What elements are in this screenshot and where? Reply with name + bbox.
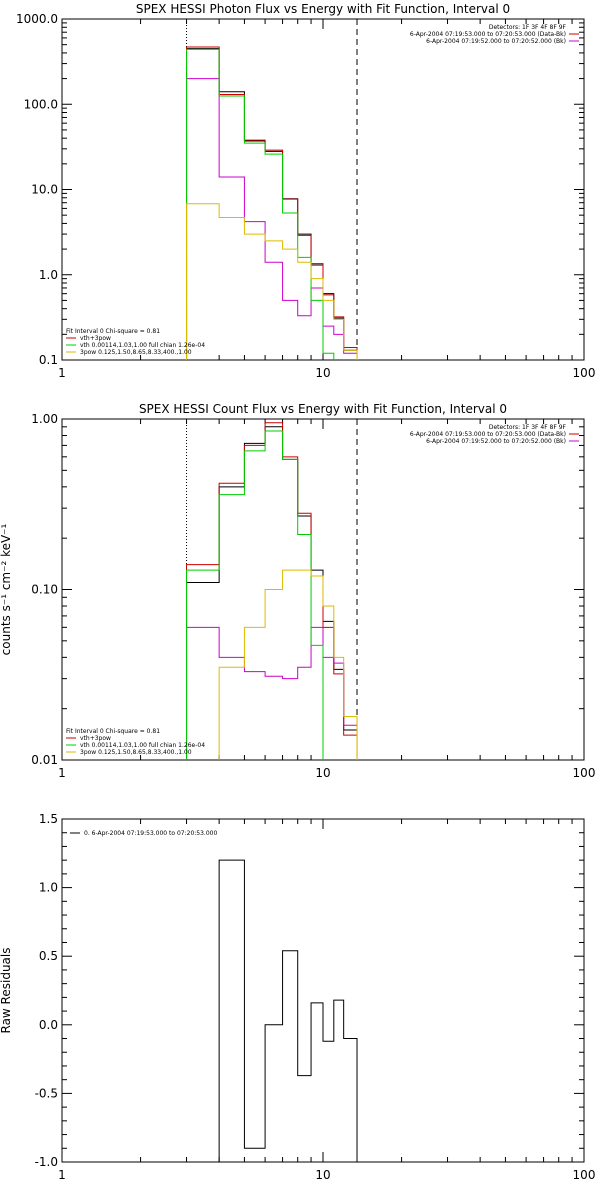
photon-legend-top-right: Detectors: 1F 3F 4F 8F 9F6-Apr-2004 07:1… bbox=[410, 24, 579, 45]
photon-y-tick-label: 1.0 bbox=[39, 268, 58, 282]
photon-y-tick-label: 100.0 bbox=[24, 97, 58, 111]
count-y-tick-label: 0.10 bbox=[31, 583, 58, 597]
resid-x-ticks bbox=[61, 819, 585, 1162]
photon-series-yellow bbox=[186, 203, 358, 360]
legend-bottom-left-text: vth+3pow bbox=[80, 335, 111, 342]
resid-y-tick-label: -1.0 bbox=[35, 1155, 58, 1169]
legend-bottom-left-text: vth 0.00114,1.03,1.00 full chian 1.26e-0… bbox=[80, 742, 205, 749]
legend-bottom-left-text: vth+3pow bbox=[80, 735, 111, 742]
resid-panel: 1 10 100 -1.0 -0.5 0.0 0.5 1.0 1.5 Raw Residuals 0… bbox=[0, 812, 595, 1182]
count-series-red bbox=[186, 422, 358, 760]
legend-top-right-text: Detectors: 1F 3F 4F 8F 9F bbox=[489, 424, 567, 431]
photon-series-black bbox=[186, 48, 358, 360]
resid-y-tick-label: 0.5 bbox=[39, 949, 58, 963]
resid-y-tick-label: 1.0 bbox=[39, 881, 58, 895]
legend-top-left-text: 0. 6-Apr-2004 07:19:53.000 to 07:20:53.0… bbox=[84, 830, 217, 837]
count-x-tick-label: 10 bbox=[315, 766, 330, 780]
photon-x-tick-label: 1 bbox=[58, 366, 66, 380]
resid-series-black bbox=[186, 859, 358, 1162]
legend-top-right-text: 6-Apr-2004 07:19:53.000 to 07:20:53.000 … bbox=[410, 31, 566, 38]
count-panel: SPEX HESSI Count Flux vs Energy with Fit… bbox=[0, 402, 596, 780]
legend-bottom-left-text: Fit Interval 0 Chi-square = 0.81 bbox=[66, 328, 160, 335]
resid-y-tick-label: 1.5 bbox=[39, 812, 58, 826]
resid-x-tick-label: 100 bbox=[573, 1168, 596, 1182]
count-y-axis-label: counts s⁻¹ cm⁻² keV⁻¹ bbox=[0, 523, 13, 655]
photon-y-tick-label: 0.1 bbox=[39, 353, 58, 367]
resid-y-ticks bbox=[62, 818, 584, 1163]
resid-y-axis-label: Raw Residuals bbox=[0, 948, 13, 1034]
legend-bottom-left-text: 3pow 0.125,1.50,8.65,8.33,400.,1.00 bbox=[80, 749, 192, 756]
photon-x-tick-label: 10 bbox=[315, 366, 330, 380]
photon-y-tick-label: 1000.0 bbox=[16, 12, 58, 26]
photon-y-ticks bbox=[62, 22, 584, 361]
legend-bottom-left-text: Fit Interval 0 Chi-square = 0.81 bbox=[66, 728, 160, 735]
resid-legend-top-left: 0. 6-Apr-2004 07:19:53.000 to 07:20:53.0… bbox=[70, 830, 217, 837]
count-y-tick-label: 0.01 bbox=[31, 753, 58, 767]
photon-title: SPEX HESSI Photon Flux vs Energy with Fi… bbox=[136, 2, 510, 16]
count-y-tick-label: 1.00 bbox=[31, 412, 58, 426]
legend-bottom-left-text: vth 0.00114,1.03,1.00 full chian 1.26e-0… bbox=[80, 342, 205, 349]
count-series-magenta bbox=[186, 626, 358, 760]
photon-y-tick-label: 10.0 bbox=[31, 183, 58, 197]
legend-top-right-text: Detectors: 1F 3F 4F 8F 9F bbox=[489, 24, 567, 31]
count-series-yellow bbox=[186, 569, 358, 760]
count-series-black bbox=[186, 426, 358, 760]
photon-x-tick-label: 100 bbox=[573, 366, 596, 380]
count-y-ticks bbox=[62, 426, 584, 761]
photon-series-green bbox=[186, 48, 358, 360]
count-series-green bbox=[186, 430, 358, 760]
legend-top-right-text: 6-Apr-2004 07:19:52.000 to 07:20:52.000 … bbox=[426, 438, 566, 445]
count-x-tick-label: 100 bbox=[573, 766, 596, 780]
resid-x-tick-label: 1 bbox=[58, 1168, 66, 1182]
resid-y-tick-label: -0.5 bbox=[35, 1086, 58, 1100]
count-title: SPEX HESSI Count Flux vs Energy with Fit… bbox=[139, 402, 507, 416]
photon-panel: SPEX HESSI Photon Flux vs Energy with Fi… bbox=[16, 2, 596, 380]
count-x-tick-label: 1 bbox=[58, 766, 66, 780]
photon-x-ticks bbox=[61, 19, 585, 360]
resid-series-group bbox=[186, 859, 358, 1162]
legend-top-right-text: 6-Apr-2004 07:19:53.000 to 07:20:53.000 … bbox=[410, 431, 566, 438]
photon-series-group bbox=[186, 46, 358, 360]
resid-x-tick-label: 10 bbox=[315, 1168, 330, 1182]
resid-y-tick-label: 0.0 bbox=[39, 1018, 58, 1032]
legend-bottom-left-text: 3pow 0.125,1.50,8.65,8.33,400.,1.00 bbox=[80, 349, 192, 356]
photon-legend-bottom-left: Fit Interval 0 Chi-square = 0.81vth+3pow… bbox=[66, 328, 205, 356]
count-legend-top-right: Detectors: 1F 3F 4F 8F 9F6-Apr-2004 07:1… bbox=[410, 424, 579, 445]
resid-frame bbox=[61, 818, 585, 1163]
photon-series-magenta bbox=[186, 78, 358, 360]
legend-top-right-text: 6-Apr-2004 07:19:52.000 to 07:20:52.000 … bbox=[426, 38, 566, 45]
count-legend-bottom-left: Fit Interval 0 Chi-square = 0.81vth+3pow… bbox=[66, 728, 205, 756]
count-series-group bbox=[186, 422, 358, 760]
